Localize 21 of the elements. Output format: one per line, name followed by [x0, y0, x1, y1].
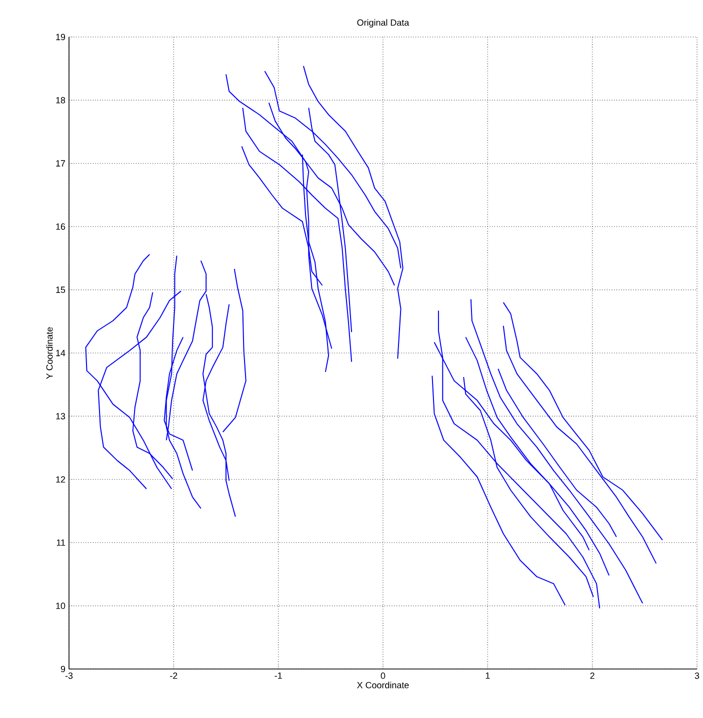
x-tick-label: -1: [274, 672, 282, 679]
x-axis-title: X Coordinate: [357, 682, 409, 688]
x-tick-label: -3: [66, 672, 73, 679]
y-tick-label: 12: [56, 476, 66, 483]
x-tick-label: 1: [486, 672, 490, 679]
y-tick-label: 13: [56, 413, 66, 420]
x-tick-label: 0: [380, 672, 386, 679]
y-tick-label: 16: [56, 223, 66, 230]
x-tick-label: -2: [170, 672, 178, 679]
y-tick-label: 10: [56, 602, 66, 609]
chart-title: Original Data: [357, 19, 410, 28]
y-tick-label: 17: [56, 160, 66, 166]
y-tick-label: 14: [56, 350, 66, 356]
y-tick-label: 15: [56, 286, 66, 293]
y-tick-label: 18: [56, 97, 66, 104]
y-tick-label: 11: [56, 540, 66, 546]
x-tick-label: 2: [590, 672, 594, 679]
x-tick-label: 3: [694, 672, 700, 679]
y-axis-title: Y Coordinate: [46, 327, 53, 379]
y-tick-label: 19: [56, 34, 66, 40]
y-tick-label: 9: [61, 666, 66, 672]
